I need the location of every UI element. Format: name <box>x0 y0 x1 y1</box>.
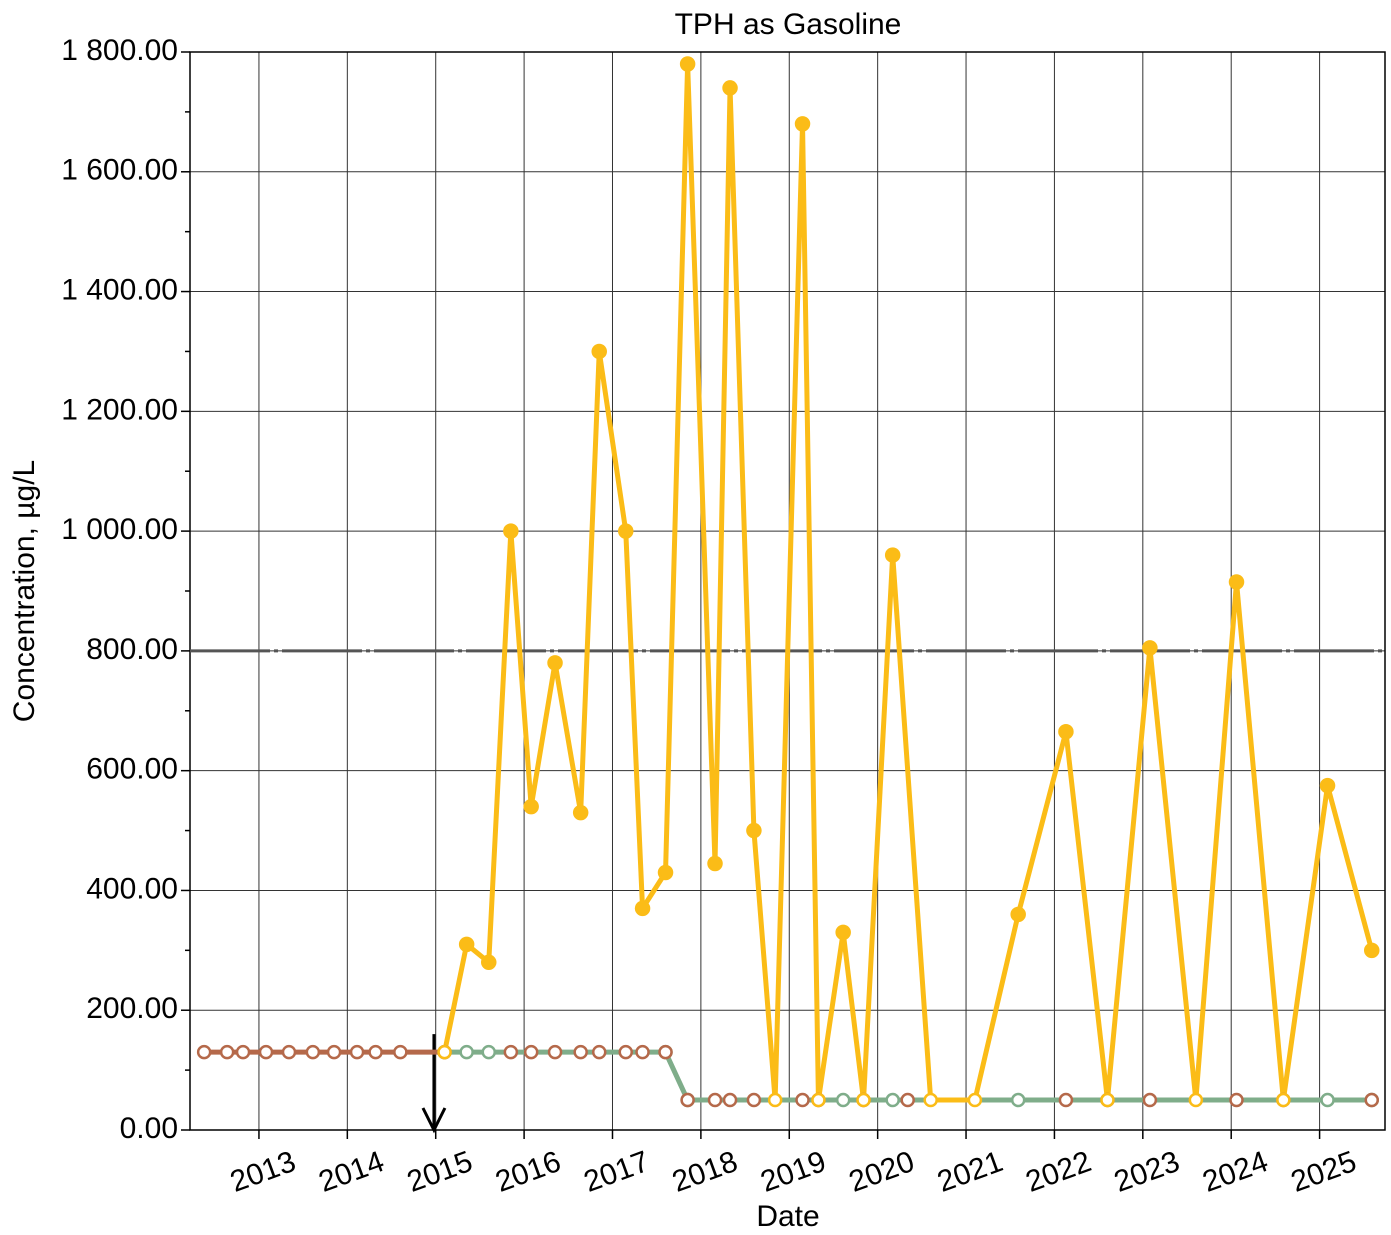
data-point <box>835 924 851 941</box>
x-tick-label: 2021 <box>933 1145 1007 1199</box>
arrow-head <box>421 1107 447 1134</box>
data-point <box>393 1044 408 1060</box>
data-point <box>349 1044 365 1060</box>
data-point <box>923 1092 938 1108</box>
data-point <box>767 1092 783 1108</box>
data-point <box>523 798 539 815</box>
data-point <box>326 1044 342 1060</box>
data-point <box>572 804 589 821</box>
data-point <box>235 1044 251 1060</box>
data-point <box>657 864 674 881</box>
x-tick-label: 2017 <box>580 1145 654 1199</box>
data-point <box>481 954 497 971</box>
data-point <box>811 1092 826 1108</box>
y-tick-label: 400.00 <box>86 872 178 905</box>
data-point <box>658 1044 673 1060</box>
y-tick-label: 600.00 <box>86 753 178 786</box>
data-point <box>707 855 723 872</box>
data-point <box>707 1092 723 1108</box>
x-tick-label: 2022 <box>1022 1145 1096 1199</box>
x-tick-label: 2013 <box>226 1145 300 1199</box>
data-point <box>722 80 738 96</box>
data-point <box>1058 1092 1074 1108</box>
data-point <box>591 343 607 360</box>
data-point <box>794 116 811 132</box>
data-point <box>547 655 563 671</box>
x-tick-label: 2024 <box>1198 1145 1272 1199</box>
x-tick-label: 2020 <box>845 1145 919 1199</box>
data-point <box>196 1044 212 1060</box>
data-point <box>885 1092 900 1108</box>
data-point <box>281 1044 297 1060</box>
y-tick-label: 1 200.00 <box>61 393 178 426</box>
x-tick-label: 2025 <box>1287 1145 1361 1199</box>
data-point <box>459 1044 474 1060</box>
plot-frame <box>189 51 1386 1131</box>
y-tick-label: 0.00 <box>120 1112 178 1145</box>
data-point <box>634 900 651 917</box>
data-point <box>746 822 762 839</box>
data-point <box>305 1044 321 1060</box>
y-tick-label: 1 800.00 <box>61 34 178 67</box>
y-tick-label: 800.00 <box>86 633 178 666</box>
data-point <box>618 1044 634 1060</box>
data-point <box>573 1044 588 1060</box>
data-point <box>1364 1092 1379 1108</box>
data-point <box>1276 1092 1291 1108</box>
data-point <box>1010 906 1026 923</box>
data-point <box>1363 942 1380 959</box>
data-point <box>900 1092 915 1108</box>
data-point <box>884 547 901 563</box>
data-point <box>1320 1092 1335 1108</box>
y-tick-label: 1 400.00 <box>61 273 178 306</box>
data-point <box>1058 723 1074 740</box>
y-axis-label: Concentration, µg/L <box>8 460 41 722</box>
data-point <box>481 1044 496 1060</box>
data-point <box>368 1044 383 1060</box>
data-point <box>746 1092 762 1108</box>
data-point <box>1142 1092 1158 1108</box>
data-point <box>618 523 634 539</box>
data-point <box>1228 574 1245 590</box>
data-point <box>967 1092 983 1108</box>
series-line <box>442 61 1375 1103</box>
data-point <box>835 1092 851 1108</box>
data-point <box>1229 1092 1244 1108</box>
data-point <box>591 1044 607 1060</box>
data-point <box>523 1044 539 1060</box>
x-axis-label: Date <box>756 1200 819 1233</box>
data-point <box>856 1092 871 1108</box>
data-point <box>503 523 519 539</box>
x-tick-label: 2023 <box>1110 1145 1184 1199</box>
x-tick-label: 2018 <box>668 1145 742 1199</box>
x-tick-label: 2014 <box>314 1145 388 1199</box>
data-point <box>680 1092 695 1108</box>
data-point <box>219 1044 235 1060</box>
data-point <box>1319 777 1336 794</box>
series-line <box>444 1049 1372 1103</box>
data-point <box>635 1044 650 1060</box>
x-tick-label: 2015 <box>403 1145 477 1199</box>
data-point <box>547 1044 563 1060</box>
data-point <box>722 1092 738 1108</box>
data-point <box>458 936 475 953</box>
data-point <box>679 56 696 72</box>
data-point <box>795 1092 810 1108</box>
data-point <box>258 1044 274 1060</box>
chart-title: TPH as Gasoline <box>675 8 902 41</box>
y-tick-label: 1 000.00 <box>61 513 178 546</box>
data-point <box>1010 1092 1026 1108</box>
y-tick-label: 200.00 <box>86 992 178 1025</box>
data-point <box>1100 1092 1115 1108</box>
y-tick-label: 1 600.00 <box>61 154 178 187</box>
x-tick-label: 2016 <box>491 1145 565 1199</box>
data-point <box>503 1044 519 1060</box>
x-tick-label: 2019 <box>756 1145 830 1199</box>
data-point <box>1142 640 1158 656</box>
data-point <box>1188 1092 1204 1108</box>
data-point <box>437 1044 452 1060</box>
